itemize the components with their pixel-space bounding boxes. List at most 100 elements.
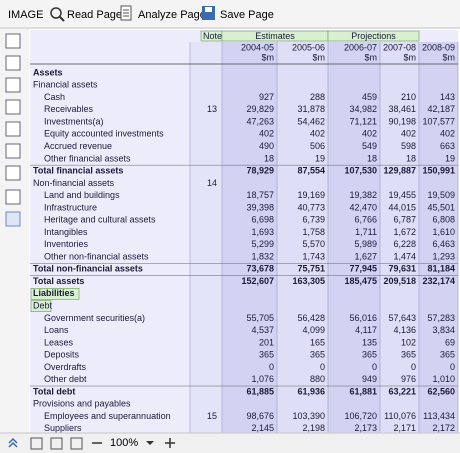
column-year: 2005-06 bbox=[292, 42, 325, 52]
cell-value: 78,929 bbox=[246, 166, 274, 176]
cell-value: 663 bbox=[440, 141, 455, 151]
cell-value: 150,991 bbox=[422, 166, 455, 176]
column-bg bbox=[222, 42, 277, 433]
tool-button[interactable] bbox=[5, 77, 21, 93]
row-label: Government securities(a) bbox=[44, 313, 145, 323]
cell-value: 4,136 bbox=[393, 325, 416, 335]
cell-value: 1,758 bbox=[302, 227, 325, 237]
column-unit: $m bbox=[442, 52, 455, 62]
cell-value: 18 bbox=[406, 153, 416, 163]
cell-value: 1,672 bbox=[393, 227, 416, 237]
header-note: Note bbox=[203, 31, 222, 41]
row-label: Deposits bbox=[44, 350, 80, 360]
tool-button[interactable] bbox=[5, 189, 21, 205]
cell-value: 0 bbox=[411, 362, 416, 372]
row-label: Land and buildings bbox=[44, 190, 120, 200]
tool-button[interactable] bbox=[5, 165, 21, 181]
column-year: 2006-07 bbox=[344, 42, 377, 52]
cell-value: 6,463 bbox=[432, 239, 455, 249]
cell-value: 2,171 bbox=[393, 423, 416, 433]
row-label: Infrastructure bbox=[44, 202, 97, 212]
cell-value: 2,198 bbox=[302, 423, 325, 433]
cell-value: 143 bbox=[440, 92, 455, 102]
cell-value: 34,982 bbox=[349, 104, 377, 114]
row-label: Inventories bbox=[44, 239, 89, 249]
note-column-bg bbox=[190, 42, 222, 433]
tool-button[interactable] bbox=[5, 211, 21, 227]
analyze-page-button[interactable]: Analyze Page bbox=[120, 5, 206, 21]
cell-value: 29,829 bbox=[246, 104, 274, 114]
cell-value: 38,461 bbox=[388, 104, 416, 114]
row-label: Suppliers bbox=[44, 423, 82, 433]
cell-value: 6,787 bbox=[393, 215, 416, 225]
cell-value: 402 bbox=[401, 129, 416, 139]
row-label: Total financial assets bbox=[33, 166, 123, 176]
zoom-in-button[interactable] bbox=[165, 438, 175, 448]
side-toolbar bbox=[0, 29, 28, 432]
cell-value: 1,693 bbox=[251, 227, 274, 237]
tool-button[interactable] bbox=[5, 99, 21, 115]
cell-value: 107,530 bbox=[344, 166, 377, 176]
cell-value: 103,390 bbox=[292, 411, 325, 421]
read-page-button[interactable]: Read Page bbox=[50, 7, 122, 22]
save-page-button[interactable]: Save Page bbox=[202, 6, 274, 21]
cell-value: 506 bbox=[310, 141, 325, 151]
cell-value: 19 bbox=[315, 153, 325, 163]
status-bar bbox=[0, 433, 460, 453]
cell-value: 55,705 bbox=[246, 313, 274, 323]
cell-value: 288 bbox=[310, 92, 325, 102]
cell-value: 4,537 bbox=[251, 325, 274, 335]
cell-value: 56,428 bbox=[297, 313, 325, 323]
tool-button[interactable] bbox=[5, 143, 21, 159]
button-label[interactable]: Save Page bbox=[220, 9, 274, 21]
column-year: 2008-09 bbox=[422, 42, 455, 52]
collapse-button[interactable] bbox=[8, 437, 18, 448]
icon bbox=[50, 7, 62, 19]
cell-value: 1,076 bbox=[251, 374, 274, 384]
zoom-value[interactable]: 100% bbox=[110, 437, 138, 449]
row-label: Loans bbox=[44, 325, 69, 335]
cell-value: 61,885 bbox=[246, 386, 274, 396]
button-label[interactable]: Analyze Page bbox=[138, 9, 206, 21]
column-bg bbox=[328, 42, 380, 433]
cell-value: 75,751 bbox=[297, 264, 325, 274]
cell-value: 165 bbox=[310, 337, 325, 347]
row-label: Total non-financial assets bbox=[33, 264, 143, 274]
row-label: Assets bbox=[33, 67, 63, 77]
table: Note Estimates Projections2004-05$m2005-06… bbox=[30, 30, 459, 433]
cell-value: 365 bbox=[310, 350, 325, 360]
cell-value: 135 bbox=[362, 337, 377, 347]
cell-value: 549 bbox=[362, 141, 377, 151]
row-note: 14 bbox=[207, 178, 217, 188]
row-label: Accrued revenue bbox=[44, 141, 112, 151]
row-label: Non-financial assets bbox=[33, 178, 115, 188]
cell-value: 45,501 bbox=[427, 202, 455, 212]
cell-value: 365 bbox=[362, 350, 377, 360]
cell-value: 81,184 bbox=[427, 264, 455, 274]
cell-value: 402 bbox=[259, 129, 274, 139]
column-year: 2004-05 bbox=[241, 42, 274, 52]
cell-value: 1,610 bbox=[432, 227, 455, 237]
cell-value: 19 bbox=[445, 153, 455, 163]
cell-value: 1,010 bbox=[432, 374, 455, 384]
button-label[interactable]: Read Page bbox=[67, 9, 122, 21]
tool-button[interactable] bbox=[5, 121, 21, 137]
cell-value: 232,174 bbox=[422, 276, 455, 286]
cell-value: 5,299 bbox=[251, 239, 274, 249]
cell-value: 1,743 bbox=[302, 251, 325, 261]
cell-value: 1,711 bbox=[355, 227, 377, 237]
fit-height-button[interactable] bbox=[70, 437, 83, 450]
row-label: Other financial assets bbox=[44, 153, 131, 163]
cell-value: 113,434 bbox=[423, 411, 455, 421]
icon bbox=[59, 16, 65, 22]
highlight-box bbox=[30, 288, 80, 300]
row-label: Employees and superannuation bbox=[44, 411, 171, 421]
tool-button[interactable] bbox=[5, 55, 21, 71]
zoom-dropdown[interactable] bbox=[146, 441, 154, 445]
row-label: Provisions and payables bbox=[33, 399, 131, 409]
fit-page-button[interactable] bbox=[30, 437, 43, 450]
tool-button[interactable] bbox=[5, 33, 21, 49]
fit-width-button[interactable] bbox=[50, 437, 63, 450]
cell-value: 129,887 bbox=[383, 166, 416, 176]
